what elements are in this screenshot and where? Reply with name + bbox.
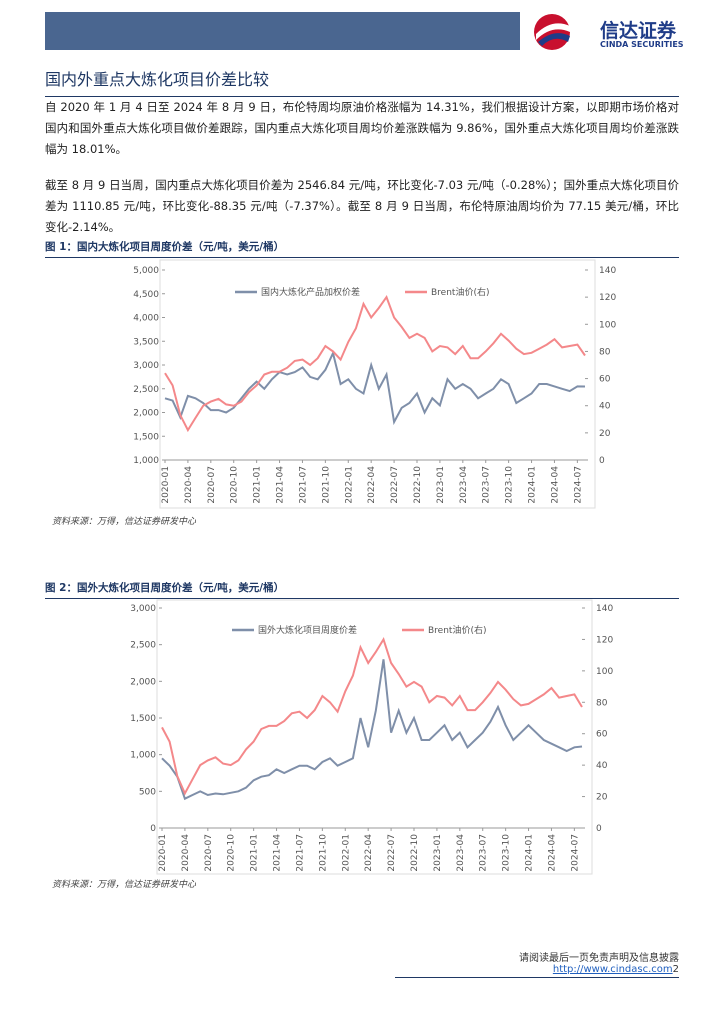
figure-caption: 图 1：国内大炼化项目周度价差（元/吨，美元/桶）: [45, 239, 679, 258]
y2-tick-label: 80: [596, 698, 608, 708]
x-tick-label: 2024-04: [547, 834, 557, 872]
y2-tick-label: 40: [596, 761, 608, 771]
x-tick-label: 2020-04: [184, 466, 194, 504]
x-tick-label: 2023-07: [482, 466, 492, 504]
legend-label: 国内大炼化产品加权价差: [261, 286, 360, 298]
x-tick-label: 2024-01: [528, 466, 538, 504]
y2-tick-label: 140: [596, 604, 613, 614]
chart-frame: [156, 599, 593, 875]
y-tick-label: 2,000: [133, 409, 159, 419]
chart: 1,000 1,500 2,000 2,500 3,000 3,500 4,000 4,500…: [133, 259, 616, 509]
x-tick-label: 2021-07: [295, 834, 305, 872]
x-tick-label: 2023-01: [436, 466, 446, 504]
y-tick-label: 4,500: [133, 290, 159, 300]
x-tick-label: 2020-07: [204, 834, 214, 872]
y2-tick-label: 20: [596, 793, 608, 803]
y2-tick-label: 120: [596, 635, 613, 645]
header-banner: [45, 12, 520, 50]
x-tick-label: 2024-04: [550, 466, 560, 504]
x-tick-label: 2020-01: [161, 466, 171, 504]
y2-tick-label: 140: [599, 266, 616, 276]
figure-source: 资料来源：万得，信达证券研发中心: [52, 880, 197, 890]
y-tick-label: 1,500: [130, 714, 156, 724]
x-tick-label: 2023-07: [479, 834, 489, 872]
x-tick-label: 2022-01: [344, 466, 354, 504]
logo: [534, 14, 570, 50]
figure-caption: 图 2：国外大炼化项目周度价差（元/吨，美元/桶）: [45, 580, 679, 599]
y2-tick-label: 80: [599, 347, 611, 357]
chart: 0 500 1,000 1,500 2,000 2,500 3,000 0 20 40 60 80 10…: [130, 599, 613, 875]
section-title: 国内外重点大炼化项目价差比较: [45, 66, 679, 97]
x-tick-label: 2023-04: [456, 834, 466, 872]
x-tick-label: 2024-07: [570, 834, 580, 872]
x-tick-label: 2020-04: [181, 834, 191, 872]
x-tick-label: 2021-01: [250, 834, 260, 872]
x-tick-label: 2020-10: [230, 466, 240, 504]
x-tick-label: 2022-07: [387, 834, 397, 872]
disclaimer: 请阅读最后一页免责声明及信息披露: [519, 953, 679, 964]
legend-label: Brent油价(右): [428, 624, 486, 636]
x-tick-label: 2022-07: [390, 466, 400, 504]
footer-url[interactable]: http://www.cindasc.com: [552, 964, 673, 975]
chart-frame: [159, 259, 596, 509]
series-line: [164, 294, 586, 433]
figure-source: 资料来源：万得，信达证券研发中心: [52, 517, 197, 527]
x-tick-label: 2023-10: [505, 466, 515, 504]
y-tick-label: 3,500: [133, 337, 159, 347]
y2-tick-label: 0: [596, 824, 602, 834]
series-line: [161, 659, 583, 801]
y2-tick-label: 60: [599, 375, 611, 385]
x-tick-label: 2024-07: [573, 466, 583, 504]
x-tick-label: 2021-10: [321, 466, 331, 504]
x-tick-label: 2022-04: [364, 834, 374, 872]
y-tick-label: 500: [139, 787, 156, 797]
y-tick-label: 2,500: [130, 641, 156, 651]
y-tick-label: 2,500: [133, 385, 159, 395]
y2-tick-label: 20: [599, 429, 611, 439]
y2-tick-label: 100: [596, 667, 613, 677]
paragraph: 自 2020 年 1 月 4 日至 2024 年 8 月 9 日，布伦特周均原油…: [45, 100, 679, 156]
x-tick-label: 2021-04: [273, 834, 283, 872]
y2-tick-label: 100: [599, 320, 616, 330]
y-tick-label: 4,000: [133, 314, 159, 324]
x-tick-label: 2022-01: [341, 834, 351, 872]
legend-label: 国外大炼化项目周度价差: [258, 624, 357, 636]
y-tick-label: 3,000: [133, 361, 159, 371]
series-line: [164, 350, 586, 426]
x-tick-label: 2020-07: [207, 466, 217, 504]
y-tick-label: 1,500: [133, 432, 159, 442]
y2-tick-label: 60: [596, 730, 608, 740]
x-tick-label: 2022-04: [367, 466, 377, 504]
x-tick-label: 2023-01: [433, 834, 443, 872]
x-tick-label: 2021-01: [253, 466, 263, 504]
x-tick-label: 2021-04: [276, 466, 286, 504]
y-tick-label: 5,000: [133, 266, 159, 276]
x-tick-label: 2022-10: [413, 466, 423, 504]
x-tick-label: 2024-01: [525, 834, 535, 872]
y-tick-label: 1,000: [133, 456, 159, 466]
x-tick-label: 2021-10: [318, 834, 328, 872]
x-tick-label: 2023-04: [459, 466, 469, 504]
x-tick-label: 2022-10: [410, 834, 420, 872]
x-tick-label: 2023-10: [502, 834, 512, 872]
y2-tick-label: 40: [599, 402, 611, 412]
series-line: [161, 637, 583, 796]
y2-tick-label: 0: [599, 456, 605, 466]
x-tick-label: 2020-10: [227, 834, 237, 872]
brand: 信达证券: [600, 20, 677, 42]
x-tick-label: 2021-07: [298, 466, 308, 504]
y-tick-label: 0: [150, 824, 156, 834]
footer: 请阅读最后一页免责声明及信息披露http://www.cindasc.com2: [395, 949, 679, 978]
y-tick-label: 1,000: [130, 751, 156, 761]
y2-tick-label: 120: [599, 293, 616, 303]
y-tick-label: 2,000: [130, 677, 156, 687]
legend-label: Brent油价(右): [431, 286, 489, 298]
x-tick-label: 2020-01: [158, 834, 168, 872]
paragraph: 截至 8 月 9 日当周，国内重点大炼化项目价差为 2546.84 元/吨，环比…: [45, 178, 679, 234]
page-number: 2: [672, 964, 679, 975]
brand-en: CINDA SECURITIES: [600, 40, 684, 49]
y-tick-label: 3,000: [130, 604, 156, 614]
